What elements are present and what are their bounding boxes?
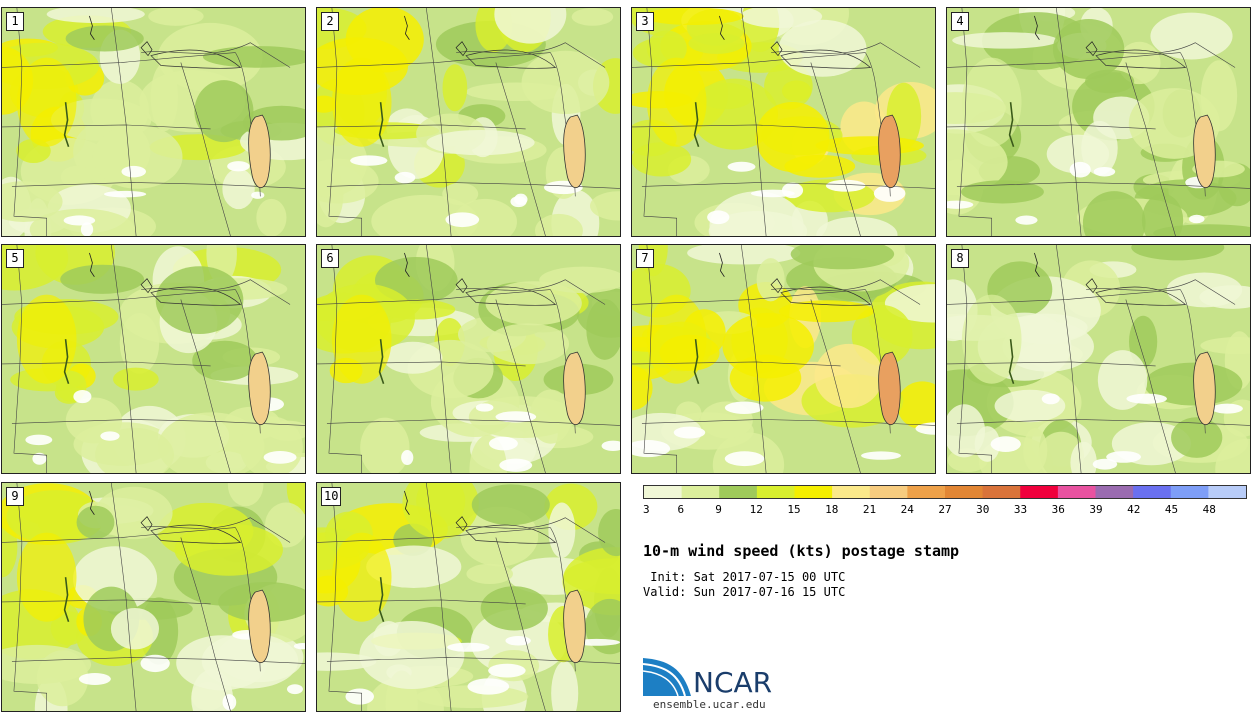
member-number-label: 4 xyxy=(951,12,969,31)
legend-tick-label: 45 xyxy=(1164,503,1179,516)
wind-speed-map xyxy=(2,8,305,236)
legend-swatch xyxy=(907,486,946,498)
ensemble-member-panel: 9 xyxy=(1,482,306,712)
wind-speed-map xyxy=(632,8,935,236)
legend-swatch xyxy=(644,486,683,498)
member-number-label: 1 xyxy=(6,12,24,31)
wind-speed-map xyxy=(2,245,305,473)
legend-swatch xyxy=(1170,486,1209,498)
legend-swatch xyxy=(1095,486,1134,498)
legend-tick-label: 24 xyxy=(900,503,914,516)
legend-swatch xyxy=(832,486,871,498)
ncar-logo xyxy=(643,658,691,697)
member-number-label: 6 xyxy=(321,249,339,268)
legend-tick-label: 36 xyxy=(1051,503,1065,516)
legend-swatch xyxy=(1133,486,1172,498)
legend-tick-label: 21 xyxy=(862,503,877,516)
legend-tick-label: 3 xyxy=(643,503,650,516)
member-number-label: 10 xyxy=(321,487,342,506)
wind-speed-map xyxy=(2,483,305,711)
ensemble-member-panel: 6 xyxy=(316,244,621,474)
wind-speed-map xyxy=(947,8,1250,236)
legend-tick-label: 27 xyxy=(938,503,952,516)
legend-tick-label: 6 xyxy=(677,503,685,516)
legend-tick-label: 12 xyxy=(749,503,763,516)
legend-tick-label: 42 xyxy=(1127,503,1141,516)
ensemble-member-panel: 2 xyxy=(316,7,621,237)
legend-tick-label: 18 xyxy=(825,503,839,516)
legend-swatch xyxy=(681,486,720,498)
wind-speed-map xyxy=(317,8,620,236)
color-legend: 3 6 9 12 15 18 21 24 27 30 33 36 39 42 45 48 xyxy=(643,485,1248,516)
legend-tick-label: 39 xyxy=(1089,503,1103,516)
ensemble-member-panel: 3 xyxy=(631,7,936,237)
member-number-label: 5 xyxy=(6,249,24,268)
legend-swatch xyxy=(869,486,908,498)
ensemble-member-panel: 7 xyxy=(631,244,936,474)
member-number-label: 3 xyxy=(636,12,654,31)
legend-tick-label: 15 xyxy=(787,503,801,516)
legend-tick-label: 30 xyxy=(976,503,990,516)
legend-tick-label: 33 xyxy=(1013,503,1028,516)
ensemble-member-panel: 1 xyxy=(1,7,306,237)
wind-speed-map xyxy=(632,245,935,473)
legend-colorbar xyxy=(643,485,1247,499)
website-url[interactable]: ensemble.ucar.edu xyxy=(653,698,766,711)
ensemble-member-panel: 5 xyxy=(1,244,306,474)
legend-tick-label: 9 xyxy=(715,503,722,516)
member-number-label: 8 xyxy=(951,249,969,268)
legend-swatch xyxy=(945,486,984,498)
legend-swatch xyxy=(1020,486,1059,498)
legend-swatch xyxy=(1208,486,1246,498)
chart-title: 10-m wind speed (kts) postage stamp xyxy=(643,542,960,560)
member-number-label: 9 xyxy=(6,487,24,506)
ensemble-member-panel: 4 xyxy=(946,7,1251,237)
legend-tick-label: 48 xyxy=(1202,503,1216,516)
init-time: Init: Sat 2017-07-15 00 UTC xyxy=(643,570,846,584)
ncar-logo-text: NCAR xyxy=(693,666,773,699)
legend-swatch xyxy=(794,486,833,498)
legend-swatch xyxy=(756,486,795,498)
valid-time: Valid: Sun 2017-07-16 15 UTC xyxy=(643,585,846,599)
ensemble-member-panel: 10 xyxy=(316,482,621,712)
legend-swatch xyxy=(982,486,1021,498)
legend-swatch xyxy=(719,486,758,498)
wind-speed-map xyxy=(317,483,620,711)
ensemble-member-panel: 8 xyxy=(946,244,1251,474)
member-number-label: 2 xyxy=(321,12,339,31)
wind-speed-map xyxy=(947,245,1250,473)
legend-swatch xyxy=(1057,486,1096,498)
wind-speed-map xyxy=(317,245,620,473)
member-number-label: 7 xyxy=(636,249,654,268)
